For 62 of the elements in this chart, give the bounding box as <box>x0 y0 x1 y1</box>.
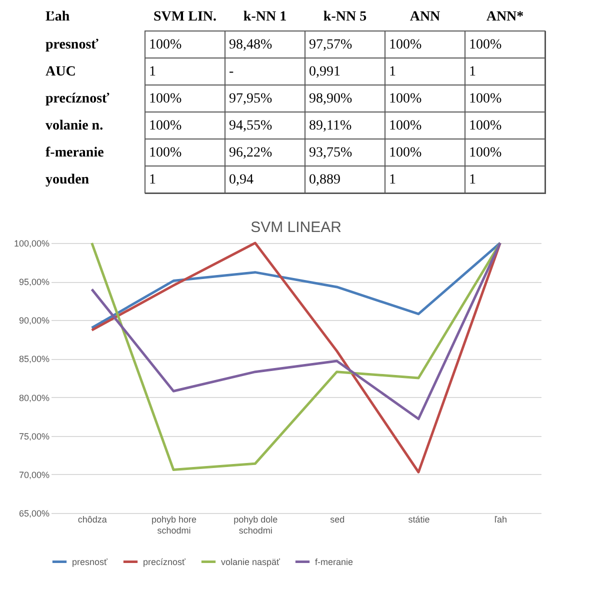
x-tick-label: k-NN 5 <box>323 10 367 24</box>
legend-label: f-meranie <box>315 556 354 567</box>
x-tick-label: ANN* <box>486 10 524 24</box>
x-tick-label: státie <box>408 514 430 524</box>
y-tick-label: 75,00% <box>18 431 50 442</box>
y-tick-label: precíznosť <box>46 92 110 106</box>
y-tick-label: 70,00% <box>18 470 50 480</box>
x-tick-label: SVM LIN. <box>153 10 217 24</box>
y-tick-label: 100,00% <box>14 238 50 248</box>
y-tick-label: 80,00% <box>18 392 50 403</box>
data-label: 1 <box>469 64 476 80</box>
x-tick-label: pohyb dole schodmi <box>234 514 278 536</box>
data-label: 89,11% <box>309 118 352 134</box>
data-label: 100% <box>469 146 502 160</box>
data-label: 97,57% <box>309 38 352 52</box>
x-tick-label: ANN <box>410 10 440 24</box>
data-label: 100% <box>149 92 182 106</box>
data-label: 98,90% <box>309 92 352 106</box>
data-label: 100% <box>149 38 182 52</box>
data-label: 98,48% <box>229 38 272 52</box>
data-label: 100% <box>149 146 182 160</box>
data-label: 1 <box>149 172 156 188</box>
line-series <box>90 242 502 420</box>
x-tick-label: chôdza <box>78 514 107 524</box>
x-tick-label: ľah <box>494 514 507 524</box>
y-tick-label: 95,00% <box>18 277 50 288</box>
data-label: 1 <box>149 64 156 80</box>
data-label: 100% <box>389 92 422 106</box>
data-label: 94,55% <box>229 118 272 134</box>
y-tick-label: 90,00% <box>18 316 50 326</box>
data-label: 0,889 <box>309 172 340 188</box>
y-tick-label: f-meranie <box>46 146 104 160</box>
x-tick-label: sed <box>330 514 345 524</box>
data-label: 1 <box>469 172 476 188</box>
legend-label: volanie naspäť <box>221 556 281 567</box>
text: - <box>229 64 234 80</box>
data-label: 100% <box>149 118 182 134</box>
data-label: 96,22% <box>229 146 272 160</box>
legend-label: precíznosť <box>143 556 186 567</box>
chart-title: SVM LINEAR <box>250 219 342 236</box>
line-series <box>90 242 502 330</box>
data-label: 93,75% <box>309 146 352 160</box>
y-tick-label: 65,00% <box>18 508 50 518</box>
data-label: 1 <box>389 172 396 188</box>
y-tick-label: volanie n. <box>46 118 104 134</box>
data-label: 100% <box>469 92 502 106</box>
y-tick-label: youden <box>46 172 90 188</box>
y-tick-label: AUC <box>46 64 76 80</box>
x-tick-label: k-NN 1 <box>243 10 287 24</box>
data-label: 100% <box>469 38 502 52</box>
data-label: 100% <box>389 146 422 160</box>
data-label: 100% <box>389 118 422 134</box>
y-axis-title: Ľah <box>46 10 70 24</box>
y-tick-label: 85,00% <box>18 354 50 364</box>
data-label: 100% <box>389 38 422 52</box>
y-tick-label: presnosť <box>46 38 100 52</box>
data-label: 0,991 <box>309 64 340 80</box>
data-label: 97,95% <box>229 92 272 106</box>
data-label: 1 <box>389 64 396 80</box>
data-label: 0,94 <box>229 172 254 188</box>
data-label: 100% <box>469 118 502 134</box>
x-tick-label: pohyb hore schodmi <box>151 514 197 536</box>
